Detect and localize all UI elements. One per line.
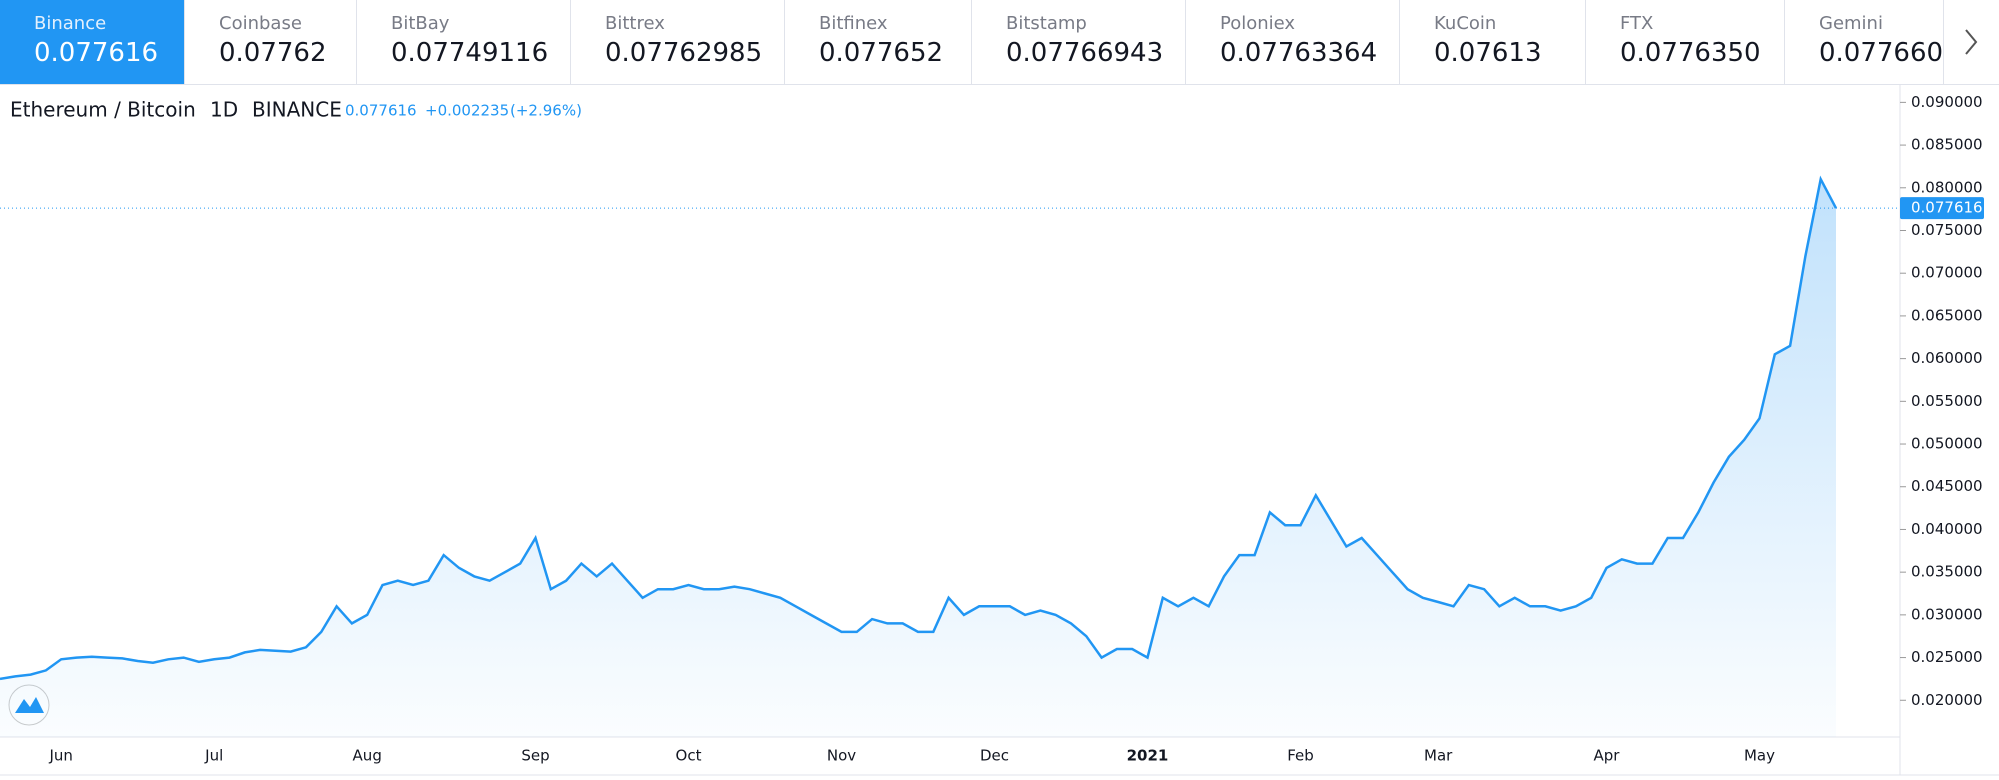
exchange-price: 0.077652 <box>819 38 944 68</box>
x-tick-label: Sep <box>521 747 549 765</box>
y-tick-label: 0.090000 <box>1911 93 1983 111</box>
exchange-tab[interactable]: Poloniex 0.07763364 <box>1186 0 1400 84</box>
x-tick-label: Aug <box>353 747 382 765</box>
y-tick-label: 0.040000 <box>1911 520 1983 538</box>
price-line <box>0 175 1838 681</box>
x-tick-label: Oct <box>676 747 702 765</box>
exchange-price: 0.07766943 <box>1006 38 1164 68</box>
exchange-name: KuCoin <box>1434 13 1497 34</box>
y-tick-label: 0.065000 <box>1911 306 1983 324</box>
exchange-price: 0.07613 <box>1434 38 1542 68</box>
chart: Ethereum / Bitcoin 1D BINANCE 0.077616 +… <box>0 85 1999 776</box>
x-tick-label: May <box>1744 747 1775 765</box>
exchange-name: Binance <box>34 13 107 34</box>
y-tick-label: 0.025000 <box>1911 648 1983 666</box>
interval: 1D <box>210 98 238 122</box>
y-tick-label: 0.075000 <box>1911 221 1983 239</box>
exchange-tab[interactable]: FTX 0.0776350 <box>1586 0 1785 84</box>
last-price-box <box>1900 197 1984 220</box>
exchange-price: 0.0776350 <box>1620 38 1761 68</box>
exchange-name: Coinbase <box>219 13 302 34</box>
last-price-label: 0.077616 <box>1911 199 1983 217</box>
exchange-tabs: Binance 0.077616 Coinbase 0.07762 BitBay 0.07… <box>0 0 1999 85</box>
x-tick-label: Jun <box>48 747 72 765</box>
exchange-price: 0.07762985 <box>605 38 763 68</box>
x-tick-label: 2021 <box>1127 747 1169 765</box>
exchange-tab[interactable]: BitBay 0.07749116 <box>357 0 571 84</box>
exchange-tab[interactable]: Binance 0.077616 <box>0 0 185 84</box>
y-tick-label: 0.085000 <box>1911 136 1983 154</box>
x-tick-label: Feb <box>1287 747 1314 765</box>
exchange-name: BitBay <box>391 13 450 34</box>
x-tick-label: Dec <box>980 747 1009 765</box>
exchange-tab[interactable]: Coinbase 0.07762 <box>185 0 357 84</box>
y-tick-label: 0.050000 <box>1911 435 1983 453</box>
x-tick-label: Apr <box>1594 747 1621 765</box>
exchange-price: 0.07763364 <box>1220 38 1378 68</box>
exchange-name: FTX <box>1620 13 1654 34</box>
exchange-tab[interactable]: Bitfinex 0.077652 <box>785 0 972 84</box>
change-pct: (+2.96%) <box>510 102 582 120</box>
y-tick-label: 0.035000 <box>1911 563 1983 581</box>
x-tick-label: Jul <box>204 747 223 765</box>
exchange-name: Bitfinex <box>819 13 888 34</box>
exchange-price: 0.07762 <box>219 38 327 68</box>
header: Ethereum / Bitcoin 1D BINANCE 0.077616 +… <box>10 98 582 122</box>
exchange-name: Gemini <box>1819 13 1883 34</box>
exchange-tab[interactable]: KuCoin 0.07613 <box>1400 0 1586 84</box>
exchange-name: Bitstamp <box>1006 13 1087 34</box>
last-price: 0.077616 <box>345 102 417 120</box>
exchange-price: 0.077660 <box>1819 38 1944 68</box>
exchange-price: 0.07749116 <box>391 38 549 68</box>
exchange-tab[interactable]: Gemini 0.077660 <box>1785 0 1944 84</box>
y-tick-label: 0.060000 <box>1911 349 1983 367</box>
y-tick-label: 0.030000 <box>1911 605 1983 623</box>
exchange-tab[interactable]: Bittrex 0.07762985 <box>571 0 785 84</box>
y-tick-label: 0.055000 <box>1911 392 1983 410</box>
next-arrow[interactable] <box>1944 0 1999 84</box>
y-tick-label: 0.080000 <box>1911 178 1983 196</box>
y-tick-label: 0.020000 <box>1911 691 1983 709</box>
exchange: BINANCE <box>252 98 342 122</box>
exchange-tab[interactable]: Bitstamp 0.07766943 <box>972 0 1186 84</box>
area-fill <box>0 179 1836 737</box>
exchange-price: 0.077616 <box>34 38 159 68</box>
exchange-name: Poloniex <box>1220 13 1296 34</box>
change: +0.002235 <box>425 102 509 120</box>
y-tick-label: 0.070000 <box>1911 264 1983 282</box>
symbol: Ethereum / Bitcoin <box>10 98 196 122</box>
exchange-name: Bittrex <box>605 13 665 34</box>
y-tick-label: 0.045000 <box>1911 477 1983 495</box>
x-tick-label: Nov <box>827 747 856 765</box>
x-tick-label: Mar <box>1424 747 1453 765</box>
